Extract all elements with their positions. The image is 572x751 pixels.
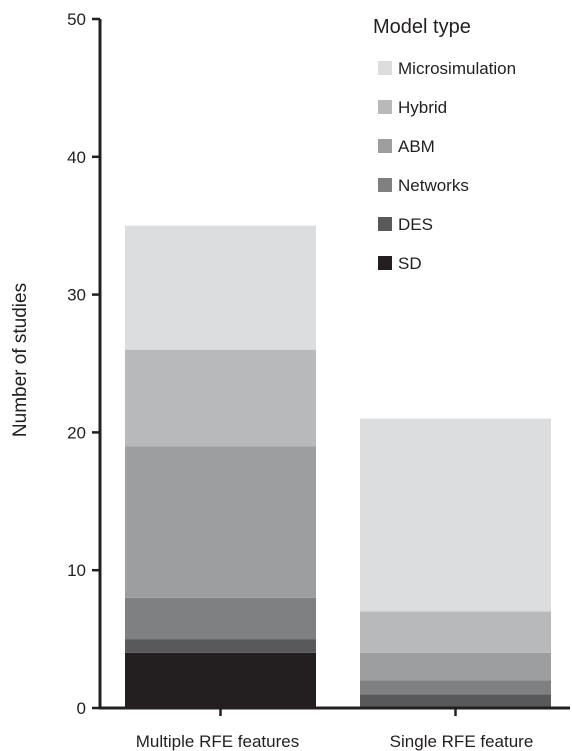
bar-segment-microsimulation-2 — [360, 418, 551, 612]
y-tick-label-40: 40 — [67, 148, 86, 167]
bar-segment-hybrid-1 — [125, 349, 316, 447]
legend-title: Model type — [373, 16, 471, 38]
bar-segment-hybrid-2 — [360, 611, 551, 653]
y-tick-label-50: 50 — [67, 10, 86, 29]
y-tick-label-30: 30 — [67, 286, 86, 305]
axes-layer: 0 10 20 30 40 50 Multiple RFE features Single R… — [67, 10, 570, 751]
legend-swatch-microsimulation — [378, 61, 392, 75]
legend-label-microsimulation: Microsimulation — [398, 59, 516, 78]
legend-swatch-sd — [378, 256, 392, 270]
bar-segment-des-2 — [360, 694, 551, 708]
bars-layer — [125, 225, 551, 708]
legend-swatch-abm — [378, 139, 392, 153]
legend-swatch-hybrid — [378, 100, 392, 114]
bar-segment-abm-1 — [125, 446, 316, 598]
bar-segment-abm-2 — [360, 652, 551, 681]
bar-segment-microsimulation-1 — [125, 225, 316, 350]
x-category-label-1: Multiple RFE features — [136, 732, 299, 751]
bar-segment-networks-1 — [125, 597, 316, 640]
legend-label-networks: Networks — [398, 176, 469, 195]
legend-label-hybrid: Hybrid — [398, 98, 447, 117]
y-tick-label-10: 10 — [67, 561, 86, 580]
y-tick-label-0: 0 — [77, 699, 86, 718]
y-axis-label: Number of studies — [10, 283, 31, 437]
legend: Model type Microsimulation Hybrid ABM Networ… — [373, 16, 516, 273]
legend-swatch-des — [378, 217, 392, 231]
bar-segment-sd-1 — [125, 652, 316, 708]
legend-label-abm: ABM — [398, 137, 435, 156]
bar-segment-des-1 — [125, 639, 316, 653]
x-category-label-2: Single RFE feature — [390, 732, 534, 751]
y-tick-label-20: 20 — [67, 423, 86, 442]
bar-segment-networks-2 — [360, 680, 551, 695]
legend-label-des: DES — [398, 215, 433, 234]
legend-label-sd: SD — [398, 254, 422, 273]
legend-swatch-networks — [378, 178, 392, 192]
